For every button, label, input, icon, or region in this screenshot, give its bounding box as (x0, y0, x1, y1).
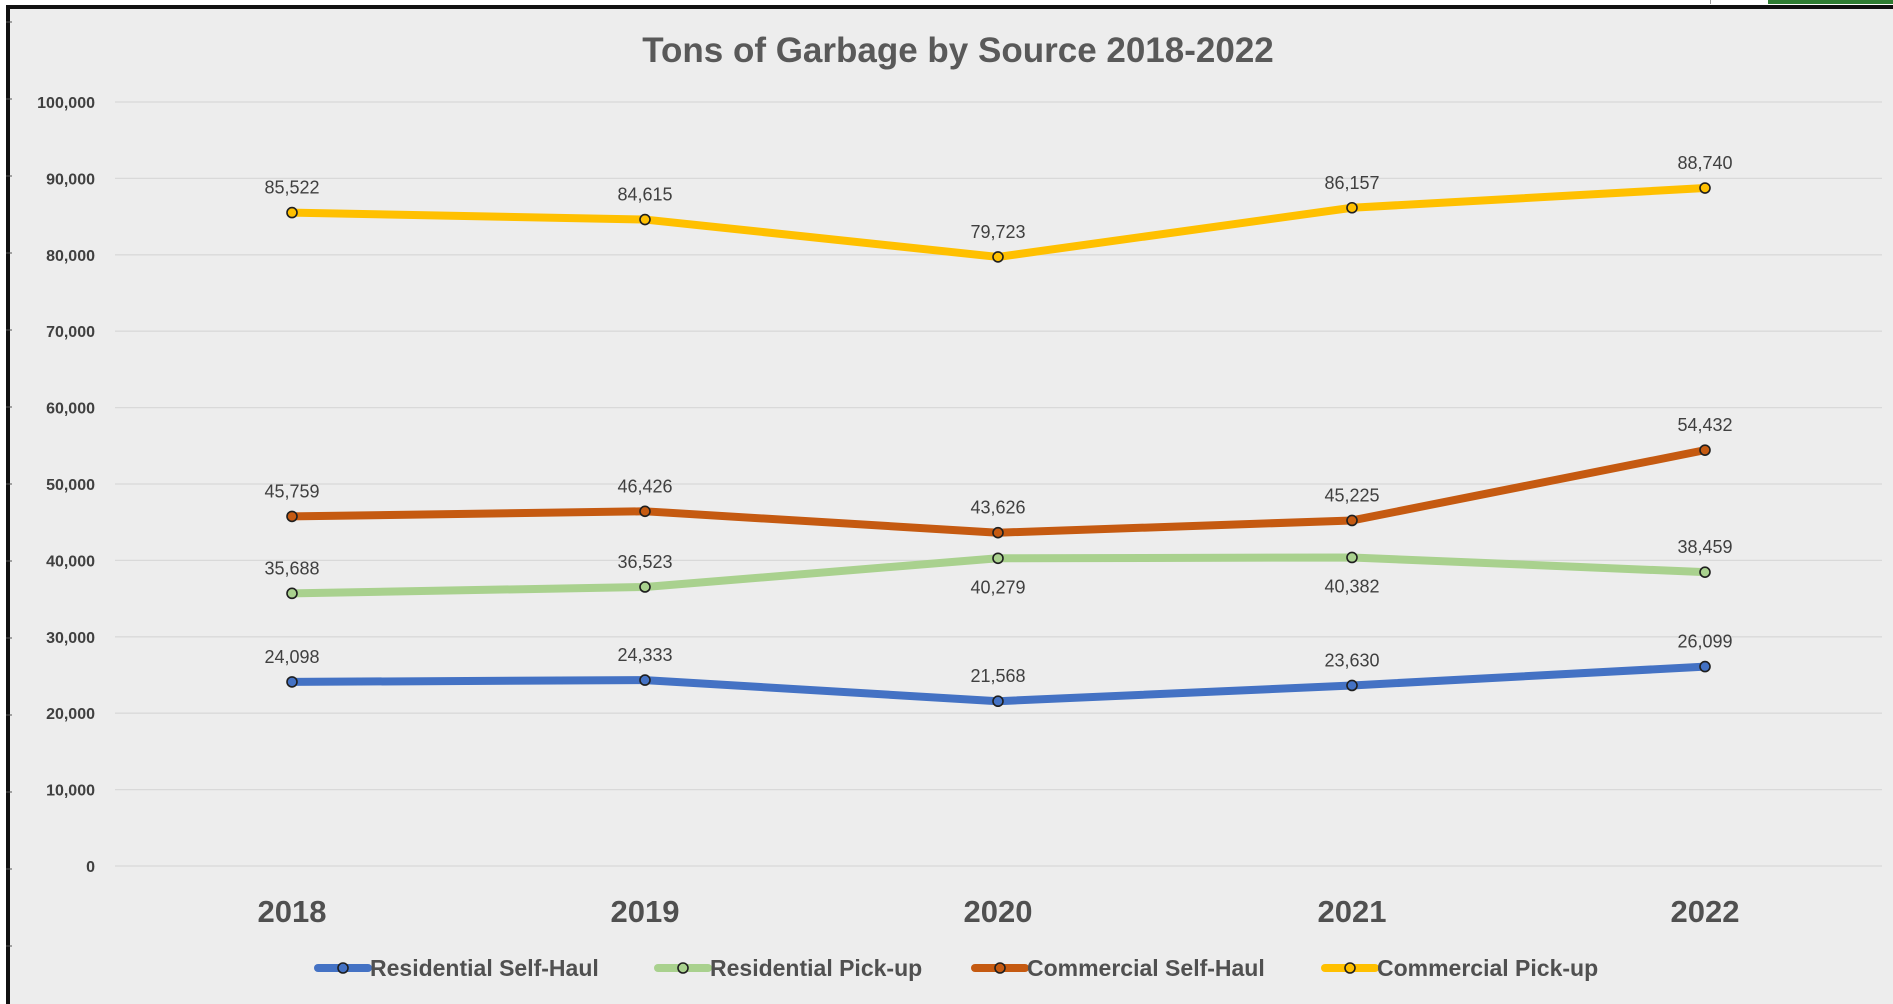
data-label: 24,098 (264, 647, 319, 667)
data-label: 24,333 (617, 645, 672, 665)
x-axis: 2018 2019 2020 2021 2022 (258, 894, 1740, 929)
data-label: 26,099 (1677, 632, 1732, 652)
data-label: 40,279 (970, 577, 1025, 597)
data-label: 54,432 (1677, 415, 1732, 435)
x-tick-label: 2018 (258, 894, 327, 929)
x-tick-label: 2019 (611, 894, 680, 929)
y-tick-label: 30,000 (46, 630, 95, 647)
legend-marker (337, 962, 349, 974)
data-point[interactable] (992, 552, 1004, 565)
legend-marker (994, 962, 1006, 974)
chart-area[interactable] (6, 5, 1893, 1004)
data-point[interactable] (1699, 566, 1711, 578)
series-lines (288, 184, 1709, 706)
legend-item[interactable]: Commercial Pick-up (1321, 955, 1598, 981)
y-tick-label: 0 (86, 859, 95, 876)
data-point[interactable] (639, 674, 651, 686)
data-label: 85,522 (264, 178, 319, 198)
x-tick-label: 2022 (1671, 894, 1740, 929)
series-line[interactable] (288, 446, 1709, 537)
data-label: 23,630 (1324, 650, 1379, 670)
data-label: 40,382 (1324, 576, 1379, 596)
data-point[interactable] (639, 581, 651, 593)
legend-item[interactable]: Residential Pick-up (654, 955, 922, 981)
data-label: 86,157 (1324, 173, 1379, 193)
legend[interactable]: Residential Self-Haul Residential Pick-up… (314, 955, 1598, 981)
data-label: 36,523 (617, 552, 672, 572)
y-tick-label: 50,000 (46, 477, 95, 494)
window-edge-tab (1768, 0, 1893, 4)
y-tick-label: 100,000 (37, 95, 95, 112)
data-label: 88,740 (1677, 153, 1732, 173)
data-label: 38,459 (1677, 537, 1732, 557)
data-point[interactable] (1346, 679, 1358, 692)
legend-label: Commercial Pick-up (1377, 955, 1598, 981)
data-point[interactable] (286, 510, 298, 523)
y-tick-label: 20,000 (46, 706, 95, 723)
data-point[interactable] (1699, 182, 1711, 194)
data-labels: 24,098 24,333 21,568 23,630 26,099 35,688 36,5… (264, 153, 1732, 686)
data-point[interactable] (286, 206, 298, 219)
y-axis: 0 10,000 20,000 30,000 40,000 50,000 60,000 70,… (37, 95, 95, 876)
y-tick-label: 80,000 (46, 248, 95, 265)
data-label: 46,426 (617, 476, 672, 496)
legend-marker (677, 962, 689, 974)
data-point[interactable] (992, 526, 1004, 539)
x-tick-label: 2021 (1318, 894, 1387, 929)
y-tick-label: 60,000 (46, 401, 95, 418)
legend-item[interactable]: Residential Self-Haul (314, 955, 599, 981)
data-point[interactable] (1346, 514, 1358, 527)
y-tick-label: 70,000 (46, 324, 95, 341)
data-point[interactable] (992, 695, 1004, 708)
data-point[interactable] (1699, 444, 1711, 456)
left-edge-ticks (6, 21, 12, 947)
data-label: 79,723 (970, 222, 1025, 242)
data-point[interactable] (1346, 201, 1358, 214)
legend-label: Commercial Self-Haul (1027, 955, 1265, 981)
data-label: 35,688 (264, 558, 319, 578)
data-label: 43,626 (970, 498, 1025, 518)
data-point[interactable] (286, 587, 298, 600)
data-label: 45,759 (264, 481, 319, 501)
legend-marker (1344, 962, 1356, 974)
data-point[interactable] (639, 213, 651, 226)
data-label: 84,615 (617, 185, 672, 205)
data-point[interactable] (639, 505, 651, 518)
x-tick-label: 2020 (964, 894, 1033, 929)
chart-title: Tons of Garbage by Source 2018-2022 (642, 31, 1274, 70)
series-markers (286, 182, 1711, 708)
y-tick-label: 40,000 (46, 553, 95, 570)
data-point[interactable] (1699, 660, 1711, 673)
data-point[interactable] (1346, 551, 1358, 564)
data-point[interactable] (286, 676, 298, 688)
data-point[interactable] (992, 251, 1004, 263)
y-tick-label: 90,000 (46, 171, 95, 188)
legend-label: Residential Pick-up (710, 955, 922, 981)
y-tick-label: 10,000 (46, 783, 95, 800)
legend-item[interactable]: Commercial Self-Haul (971, 955, 1265, 981)
data-label: 21,568 (970, 666, 1025, 686)
window-edge-divider (1710, 0, 1711, 4)
data-label: 45,225 (1324, 485, 1379, 505)
legend-label: Residential Self-Haul (370, 955, 599, 981)
